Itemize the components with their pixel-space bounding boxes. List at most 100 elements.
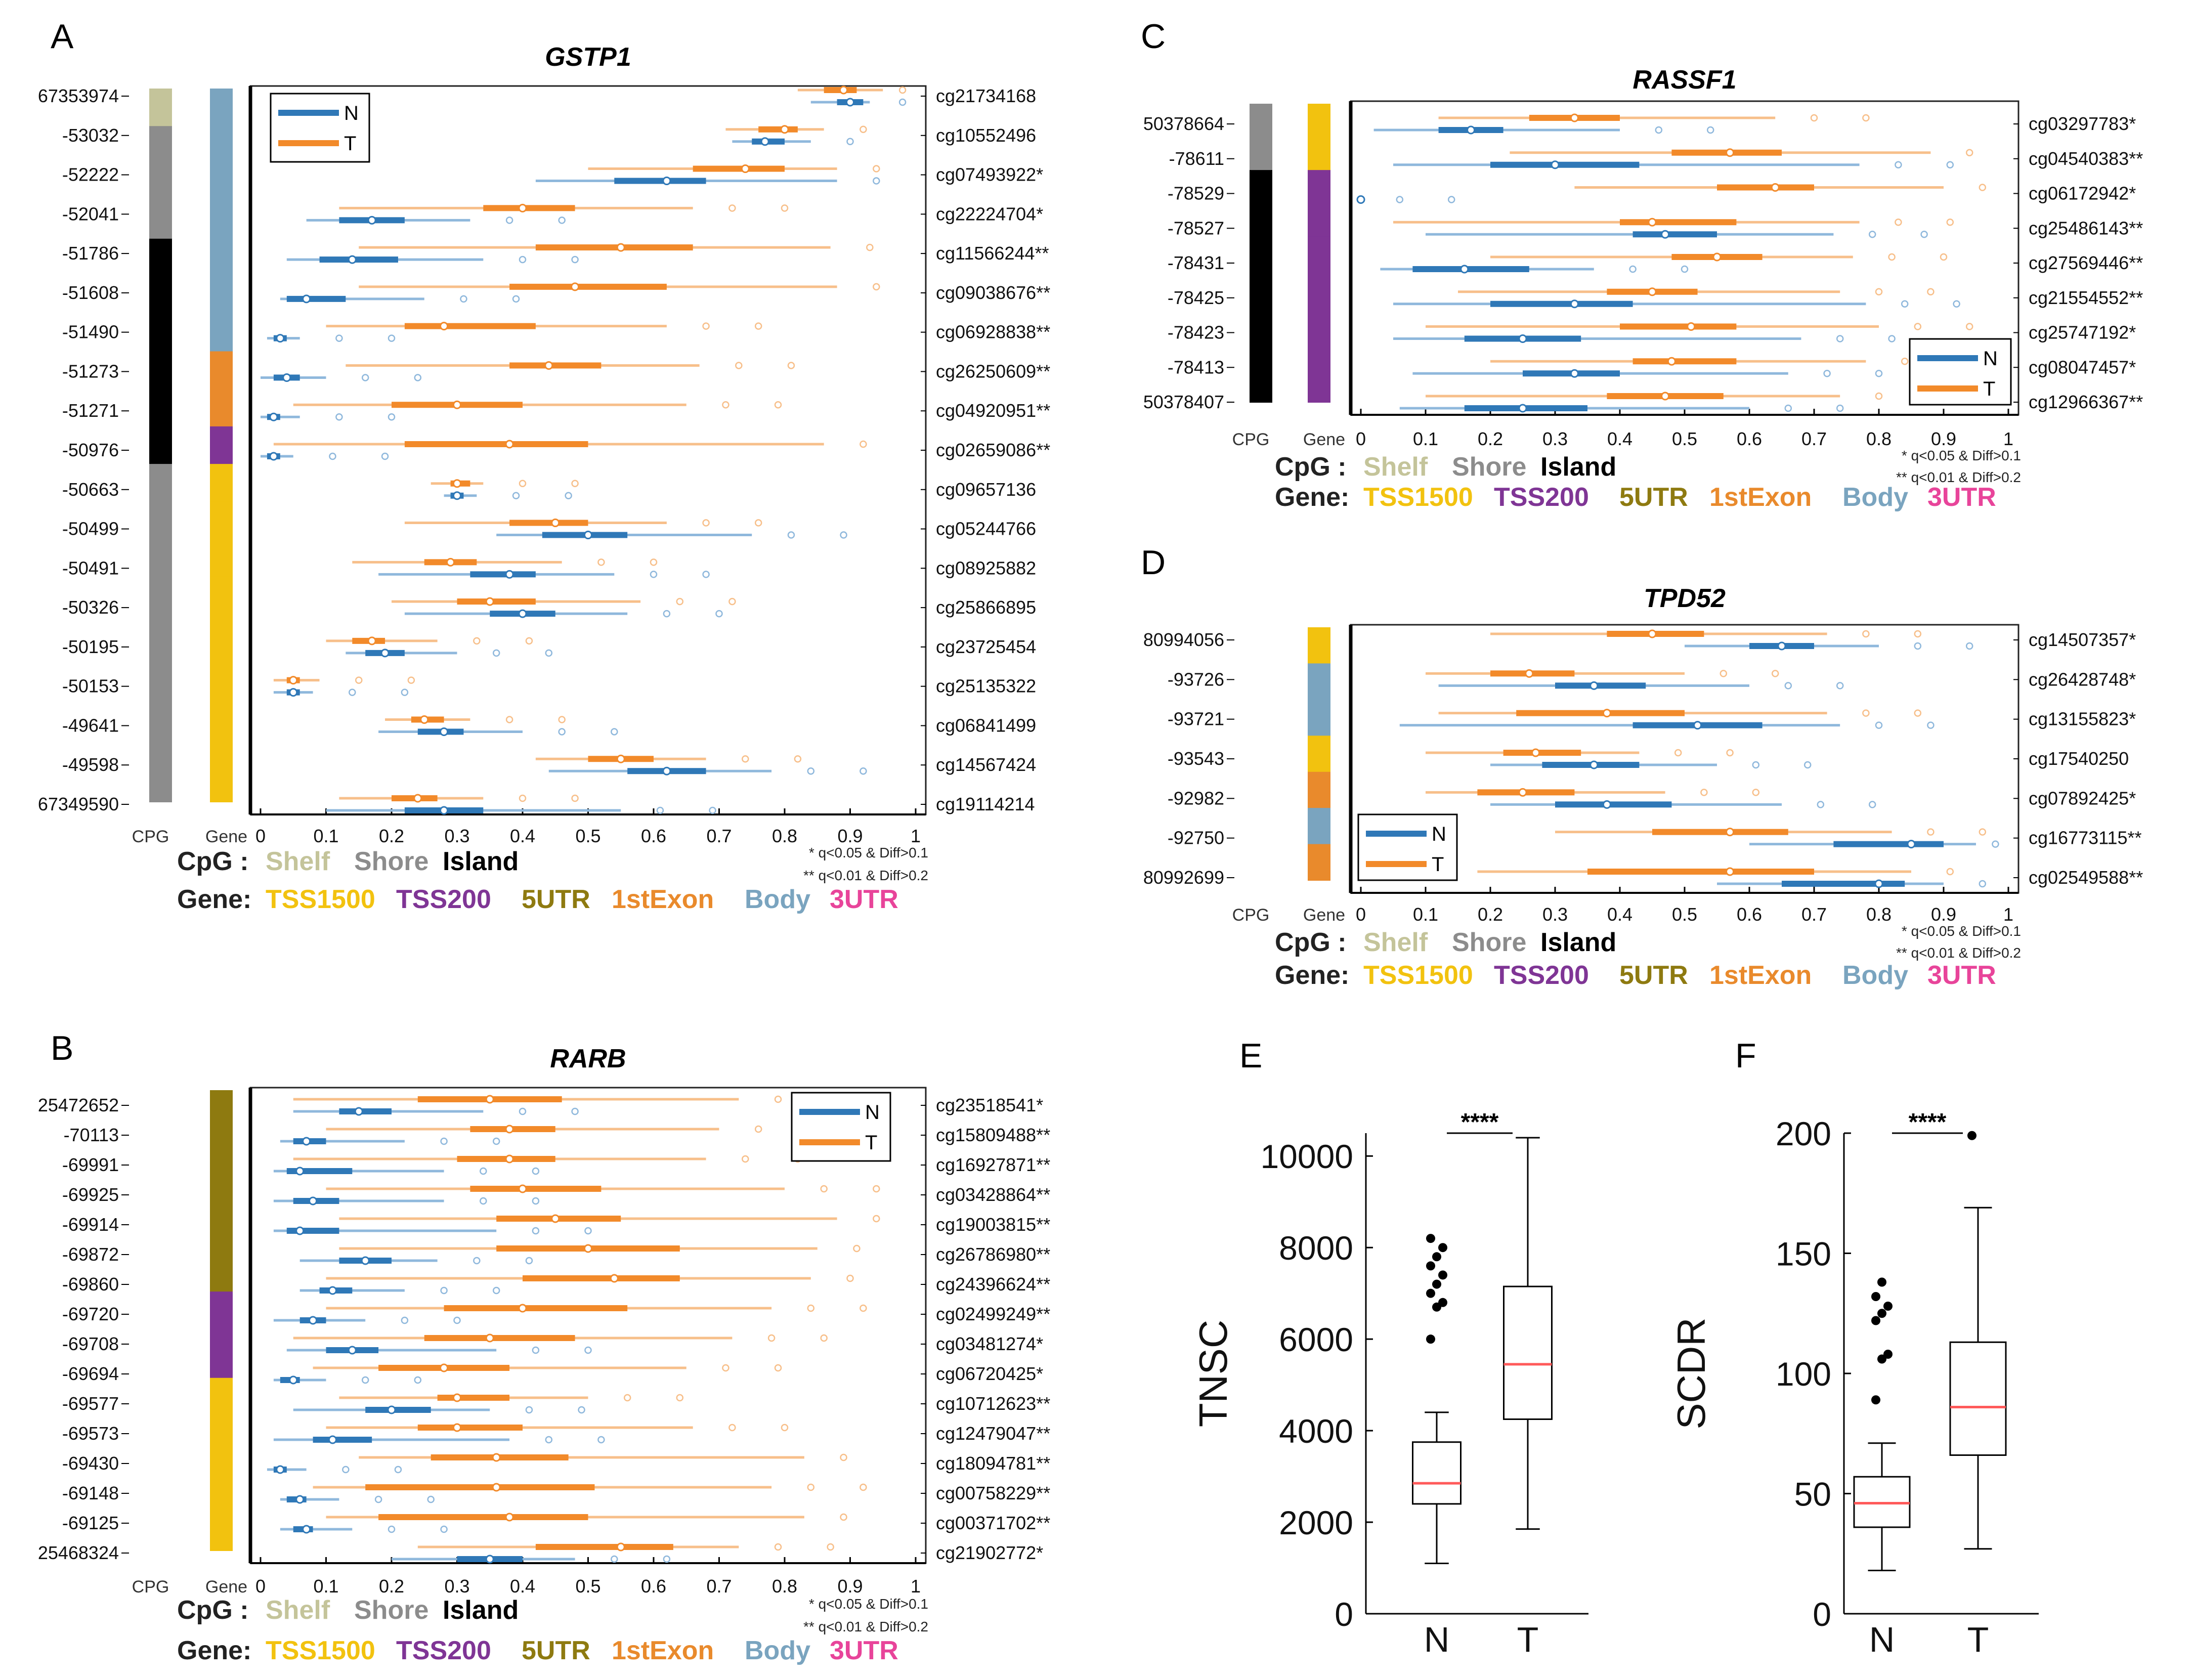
outlier-point (1883, 1350, 1893, 1359)
probe-label: cg09038676** (936, 282, 1050, 303)
outlier-T (1946, 868, 1954, 876)
box (1412, 1441, 1462, 1505)
outlier-N (381, 452, 389, 460)
median-N (1693, 721, 1702, 730)
gene-annotation-segment (1308, 627, 1330, 664)
gene-key-item: 3UTR (830, 885, 898, 914)
x-tick-label: 0.8 (772, 1576, 797, 1597)
legend-label-t: T (344, 133, 356, 155)
x-tick-label: 0.5 (1672, 904, 1697, 925)
outlier-N (335, 334, 343, 342)
cpg-annotation-segment (1250, 104, 1272, 138)
gene-annotation-segment (210, 1090, 233, 1119)
outlier-N (558, 217, 566, 224)
box-N (319, 256, 398, 263)
position-label: -51271 (62, 400, 119, 421)
outlier-T (1700, 789, 1708, 796)
position-label: 50378407 (1143, 392, 1224, 412)
gene-annotation-segment (210, 464, 233, 502)
outlier-T (676, 1394, 684, 1402)
position-label: -50326 (62, 597, 119, 618)
x-tick-label: 0.1 (313, 1576, 338, 1597)
cpg-annotation-segment (149, 539, 172, 577)
box-N (339, 1108, 392, 1114)
cpg-annotation-segment (149, 614, 172, 653)
gene-annotation-segment (1308, 771, 1330, 809)
outlier-T (873, 283, 880, 291)
cpg-annotation-segment (1250, 137, 1272, 171)
median-N (662, 766, 671, 776)
outlier-N (401, 688, 409, 696)
outlier-N (578, 1406, 585, 1414)
outlier-T (859, 1304, 867, 1312)
probe-label: cg10712623** (936, 1393, 1050, 1414)
outlier-N (1979, 880, 1987, 888)
outlier-N (1803, 761, 1812, 769)
box-N (1632, 231, 1717, 238)
probe-label: cg04920951** (936, 400, 1050, 421)
x-tick-label: 0.9 (1931, 904, 1956, 925)
median-N (1460, 265, 1469, 274)
median-T (1771, 183, 1780, 192)
gene-key-item: 1stExon (1709, 961, 1812, 990)
probe-label: cg12966367** (2029, 392, 2143, 412)
cpg-key-item: Shelf (1363, 452, 1428, 482)
gene-annotation-segment (210, 1291, 233, 1321)
outlier-T (1726, 749, 1734, 757)
gene-annotation-segment (210, 314, 233, 352)
gene-key-item: TSS1500 (1363, 483, 1473, 512)
outlier-T (728, 1424, 736, 1432)
gene-annotation-segment (210, 652, 233, 690)
outlier-N (807, 767, 815, 775)
cpg-key-item: Shore (1452, 928, 1526, 957)
box-T (535, 244, 693, 251)
significance-note-1: * q<0.05 & Diff>0.1 (1902, 923, 2021, 939)
gene-annotation-segment (210, 764, 233, 802)
box-N (1412, 266, 1529, 272)
outlier-N (512, 492, 520, 500)
box-T (417, 1425, 523, 1431)
probe-label: cg25486143** (2029, 218, 2143, 238)
gene-annotation-segment (210, 1263, 233, 1293)
x-tick-label: 0.2 (1478, 904, 1503, 925)
position-label: -78431 (1168, 252, 1224, 273)
probe-label: cg00371702** (936, 1513, 1050, 1533)
outlier-N (519, 1107, 527, 1115)
position-label: -69925 (62, 1184, 119, 1205)
outlier-N (584, 1346, 592, 1354)
median-T (518, 1304, 527, 1313)
outlier-N (1784, 682, 1792, 690)
position-label: -69694 (62, 1363, 119, 1384)
x-tick-label: 0.3 (444, 1576, 469, 1597)
y-tick-label: 8000 (1279, 1229, 1353, 1267)
outlier-T (898, 86, 907, 94)
box-N (470, 571, 536, 578)
box-T (1587, 869, 1814, 875)
outlier-T (1862, 114, 1870, 122)
y-axis-label: TNSC (1191, 1320, 1235, 1427)
probe-label: cg23725454 (936, 636, 1036, 657)
position-label: 25472652 (38, 1095, 119, 1115)
probe-label: cg06841499 (936, 715, 1036, 736)
outlier-T (1914, 630, 1922, 638)
median-N (302, 294, 311, 304)
outlier-T (1895, 219, 1902, 226)
cpg-key-item: Shelf (1363, 928, 1428, 957)
y-tick-label: 0 (1335, 1596, 1353, 1633)
outlier-T (820, 1185, 828, 1193)
y-tick-label: 6000 (1279, 1321, 1353, 1358)
outlier-T (1927, 288, 1935, 295)
gene-key-item: TSS1500 (266, 885, 375, 914)
box-T (523, 1275, 680, 1281)
outlier-N (1396, 196, 1404, 203)
median-N (1777, 641, 1786, 651)
gene-annotation-segment (1308, 736, 1330, 772)
cpg-annotation-segment (149, 689, 172, 727)
probe-label: cg15809488** (936, 1125, 1050, 1145)
probe-label: cg19003815** (936, 1214, 1050, 1235)
panel-a: A GSTP1 0 0.1 0.2 0.3 0.4 0.5 0.6 0.7 0.8 0.9 1 CPG Ge… (38, 17, 1050, 914)
gene-annotation-segment (210, 1147, 233, 1177)
outlier-N (1706, 126, 1714, 134)
gene-annotation-segment (210, 539, 233, 577)
